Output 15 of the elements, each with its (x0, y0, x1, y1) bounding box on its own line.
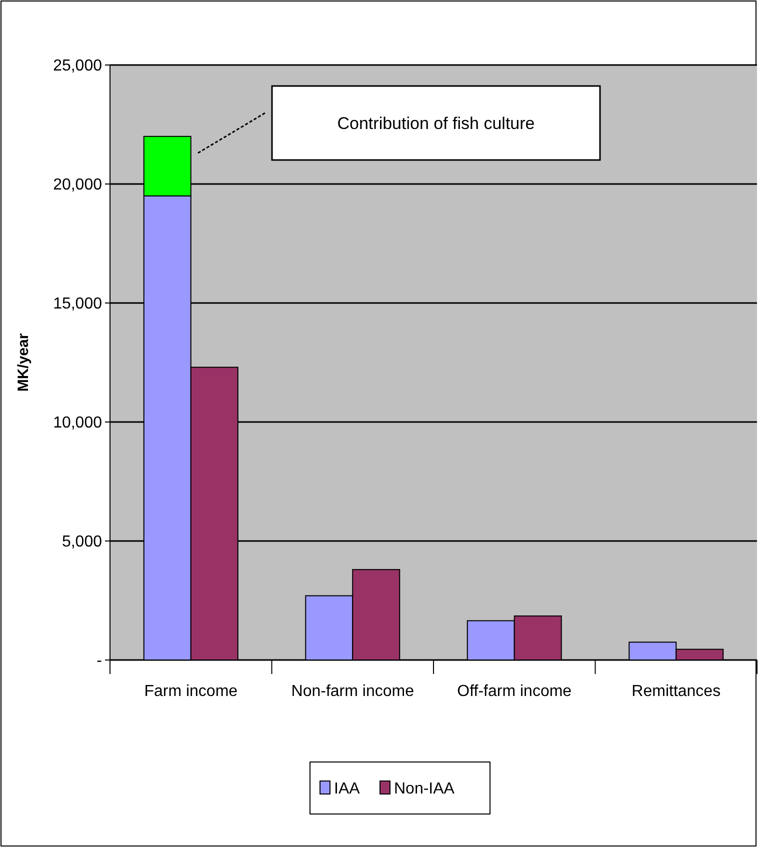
y-tick-label: - (96, 652, 102, 670)
y-axis-title: MK/year (15, 333, 32, 392)
x-tick-label: Non-farm income (291, 683, 414, 700)
y-tick-label: 15,000 (53, 296, 102, 313)
callout: Contribution of fish culture (198, 85, 601, 161)
x-tick-label: Remittances (632, 683, 721, 700)
y-tick-label: 20,000 (53, 176, 102, 194)
x-tick-label: Farm income (144, 683, 238, 700)
y-tick-label: 25,000 (53, 58, 102, 75)
annotation: Contribution of fish culture (337, 114, 535, 133)
x-tick-label: Off-farm income (457, 683, 572, 700)
legend-label: IAA (334, 780, 360, 798)
legend-label: Non-IAA (394, 780, 455, 798)
y-tick-label: 10,000 (53, 414, 102, 432)
y-tick-label: 5,000 (62, 534, 102, 551)
